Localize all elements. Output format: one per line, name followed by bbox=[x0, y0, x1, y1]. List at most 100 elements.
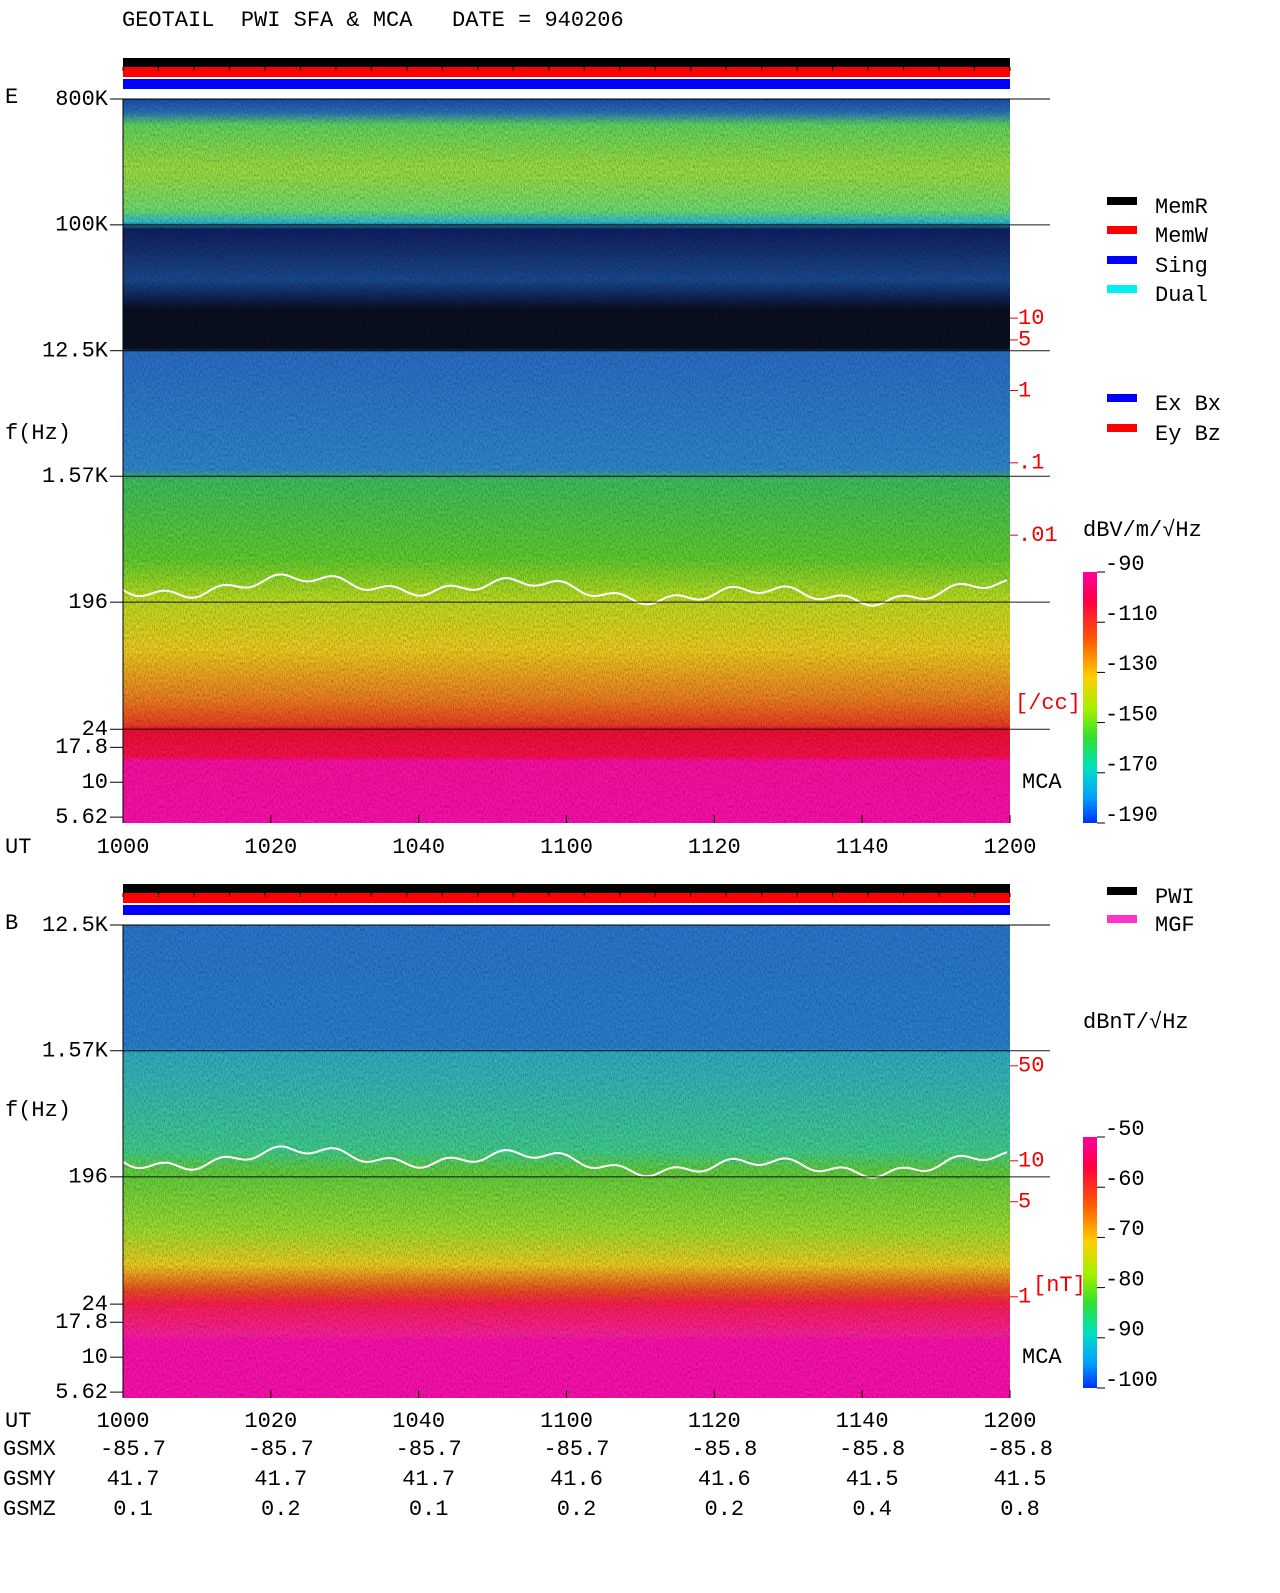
legend-label: Ey Bz bbox=[1155, 422, 1221, 447]
panel-label: B bbox=[5, 911, 18, 936]
colorbar-label: dBnT/√Hz bbox=[1083, 1010, 1189, 1035]
spectrogram-texture bbox=[123, 99, 1010, 823]
orbit-value: 41.7 bbox=[402, 1467, 455, 1492]
legend-label: Ex Bx bbox=[1155, 392, 1221, 417]
legend-label: MGF bbox=[1155, 913, 1195, 938]
status-bar bbox=[123, 58, 1010, 67]
y-tick-label: 10 bbox=[82, 1345, 108, 1370]
mca-label: MCA bbox=[1022, 1345, 1062, 1370]
y-tick-label: 1.57K bbox=[42, 464, 109, 489]
colorbar-tick-label: -150 bbox=[1105, 702, 1158, 727]
y-tick-label: 17.8 bbox=[55, 1310, 108, 1335]
legend-label: MemW bbox=[1155, 224, 1209, 249]
x-tick-label: 1020 bbox=[244, 835, 297, 860]
mca-label: MCA bbox=[1022, 770, 1062, 795]
y2-tick-label: 10 bbox=[1018, 1149, 1044, 1174]
colorbar-tick-label: -90 bbox=[1105, 1318, 1145, 1343]
y2-tick-label: 10 bbox=[1018, 306, 1044, 331]
title: GEOTAIL PWI SFA & MCA DATE = 940206 bbox=[122, 8, 624, 33]
legend-label: MemR bbox=[1155, 195, 1208, 220]
y-axis-label: f(Hz) bbox=[5, 421, 71, 446]
y2-tick-label: 1 bbox=[1018, 1285, 1031, 1310]
colorbar-tick-label: -90 bbox=[1105, 552, 1145, 577]
y-tick-label: 100K bbox=[55, 213, 109, 238]
colorbar-tick-label: -190 bbox=[1105, 803, 1158, 828]
status-bar bbox=[123, 893, 1010, 903]
legend-swatch bbox=[1107, 256, 1137, 264]
colorbar-tick-label: -130 bbox=[1105, 652, 1158, 677]
y2-tick-label: 5 bbox=[1018, 1190, 1031, 1215]
orbit-value: 41.6 bbox=[698, 1467, 751, 1492]
x-tick-label: 1200 bbox=[984, 835, 1037, 860]
orbit-value: 41.5 bbox=[846, 1467, 899, 1492]
y2-unit: [nT] bbox=[1033, 1273, 1086, 1298]
colorbar-tick-label: -60 bbox=[1105, 1167, 1145, 1192]
y2-tick-label: 50 bbox=[1018, 1054, 1044, 1079]
orbit-value: 0.1 bbox=[409, 1497, 449, 1522]
x-tick-label: 1040 bbox=[392, 1409, 445, 1434]
gyro-line bbox=[122, 1145, 1008, 1179]
legend-label: Sing bbox=[1155, 254, 1208, 279]
colorbar-tick-label: -70 bbox=[1105, 1217, 1145, 1242]
y2-tick-label: .01 bbox=[1018, 523, 1058, 548]
status-bar bbox=[123, 905, 1010, 915]
orbit-name: GSMX bbox=[3, 1437, 56, 1462]
colorbar bbox=[1083, 572, 1097, 823]
y-tick-label: 5.62 bbox=[55, 1380, 108, 1405]
x-tick-label: 1140 bbox=[836, 835, 889, 860]
colorbar-tick-label: -110 bbox=[1105, 602, 1158, 627]
status-bar bbox=[123, 884, 1010, 893]
orbit-value: -85.7 bbox=[100, 1437, 166, 1462]
y-tick-label: 12.5K bbox=[42, 913, 109, 938]
orbit-name: GSMY bbox=[3, 1467, 56, 1492]
status-bar bbox=[123, 79, 1010, 89]
panel-label: E bbox=[5, 85, 18, 110]
y2-unit: [/cc] bbox=[1015, 691, 1081, 716]
orbit-value: 41.7 bbox=[254, 1467, 307, 1492]
y-tick-label: 10 bbox=[82, 770, 108, 795]
orbit-value: -85.8 bbox=[691, 1437, 757, 1462]
colorbar-tick-label: -50 bbox=[1105, 1117, 1145, 1142]
orbit-value: -85.7 bbox=[543, 1437, 609, 1462]
y-tick-label: 17.8 bbox=[55, 735, 108, 760]
x-tick-label: 1140 bbox=[836, 1409, 889, 1434]
x-tick-label: 1000 bbox=[97, 835, 150, 860]
y2-tick-label: .1 bbox=[1018, 451, 1044, 476]
x-tick-label: 1100 bbox=[540, 835, 593, 860]
x-tick-label: 1120 bbox=[688, 835, 741, 860]
x-tick-label: 1100 bbox=[540, 1409, 593, 1434]
orbit-value: 41.6 bbox=[550, 1467, 603, 1492]
legend-swatch bbox=[1107, 285, 1137, 293]
x-tick-label: 1200 bbox=[984, 1409, 1037, 1434]
x-tick-label: 1000 bbox=[97, 1409, 150, 1434]
orbit-value: -85.7 bbox=[396, 1437, 462, 1462]
x-tick-label: 1040 bbox=[392, 835, 445, 860]
legend-label: PWI bbox=[1155, 885, 1195, 910]
orbit-value: 0.1 bbox=[113, 1497, 153, 1522]
y-tick-label: 196 bbox=[68, 1165, 108, 1190]
orbit-value: 0.2 bbox=[705, 1497, 745, 1522]
x-tick-label: 1120 bbox=[688, 1409, 741, 1434]
y-tick-label: 196 bbox=[68, 590, 108, 615]
orbit-value: -85.8 bbox=[839, 1437, 905, 1462]
y-tick-label: 800K bbox=[55, 87, 109, 112]
orbit-value: 0.2 bbox=[557, 1497, 597, 1522]
status-bar bbox=[123, 67, 1010, 77]
y2-tick-label: 1 bbox=[1018, 378, 1031, 403]
orbit-value: -85.7 bbox=[248, 1437, 314, 1462]
y-tick-label: 24 bbox=[82, 717, 108, 742]
orbit-value: 41.7 bbox=[107, 1467, 160, 1492]
colorbar-tick-label: -100 bbox=[1105, 1368, 1158, 1393]
orbit-value: 0.4 bbox=[852, 1497, 892, 1522]
y-tick-label: 1.57K bbox=[42, 1039, 109, 1064]
legend-label: Dual bbox=[1155, 283, 1208, 308]
y-tick-label: 24 bbox=[82, 1292, 108, 1317]
y2-tick-label: 5 bbox=[1018, 328, 1031, 353]
x-tick-label: 1020 bbox=[244, 1409, 297, 1434]
legend-swatch bbox=[1107, 226, 1137, 234]
colorbar bbox=[1083, 1137, 1097, 1388]
colorbar-tick-label: -170 bbox=[1105, 753, 1158, 778]
x-axis-label: UT bbox=[5, 835, 31, 860]
colorbar-tick-label: -80 bbox=[1105, 1267, 1145, 1292]
